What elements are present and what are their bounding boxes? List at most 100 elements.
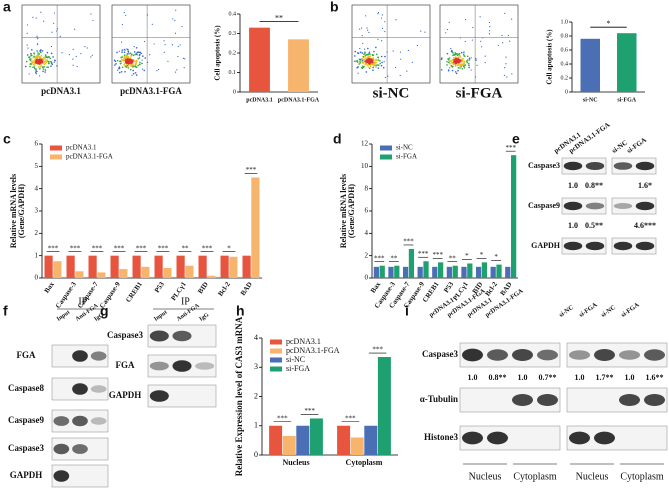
flow-dot xyxy=(506,76,508,78)
flow-dot xyxy=(126,48,128,50)
flow-dot xyxy=(151,23,153,25)
flow-dot xyxy=(133,45,135,48)
blot-band xyxy=(594,431,615,445)
flow-dot xyxy=(365,15,367,17)
y-tick-label: 0.8 xyxy=(561,33,569,39)
flow-dot xyxy=(380,55,383,58)
row-label: Caspase3 xyxy=(107,330,144,340)
x-tick-label: Cytoplasm xyxy=(346,458,383,467)
flow-dot xyxy=(451,69,454,72)
blot-band xyxy=(72,444,88,454)
flow-dot xyxy=(354,60,356,63)
flow-dot xyxy=(39,66,42,68)
y-tick-label: 1 xyxy=(35,251,39,259)
flow-dot xyxy=(377,67,380,69)
flow-dot xyxy=(35,70,37,72)
y-tick-label: 0.3 xyxy=(229,31,237,37)
flow-dot xyxy=(507,34,509,37)
bar xyxy=(446,266,452,278)
y-tick-label: 4 xyxy=(365,229,369,237)
flow-dot xyxy=(35,72,38,75)
bar xyxy=(229,256,238,278)
flow-dot xyxy=(130,53,133,56)
flow-dot xyxy=(37,38,39,40)
flow-dot xyxy=(450,65,453,67)
legend-label: pcDNA3.1-FGA xyxy=(286,346,340,355)
flow-dot xyxy=(126,52,129,55)
flow-dot xyxy=(42,68,45,70)
flow-dot xyxy=(363,53,366,55)
flow-dot xyxy=(376,64,379,66)
significance: ** xyxy=(275,13,283,22)
flow-dot xyxy=(91,54,93,56)
column-label: IgG xyxy=(199,312,211,323)
flow-dot xyxy=(29,59,32,62)
flow-dot xyxy=(51,31,53,33)
blot-band xyxy=(613,241,633,251)
flow-dot xyxy=(373,64,375,67)
flow-dot xyxy=(128,57,131,59)
quantification: 1.0 xyxy=(518,373,528,382)
flow-dot xyxy=(453,54,455,56)
flow-dot xyxy=(119,62,122,65)
flow-dot xyxy=(407,49,409,52)
significance: *** xyxy=(505,144,516,152)
flow-dot xyxy=(454,57,457,60)
flow-dot xyxy=(124,62,126,65)
flow-dot xyxy=(467,62,470,65)
flow-dot xyxy=(115,62,117,65)
flow-dot xyxy=(367,66,370,68)
y-axis-label: Cell apoptosis (%) xyxy=(214,25,222,81)
flow-dot xyxy=(505,63,507,65)
flow-dot xyxy=(118,50,120,52)
panel-letter: a xyxy=(3,0,11,15)
column-label: Input xyxy=(56,310,71,323)
row-label: Caspase3 xyxy=(422,349,459,359)
blot-band xyxy=(635,241,655,251)
flow-dot xyxy=(369,55,372,57)
flow-dot xyxy=(453,60,455,63)
flow-dot xyxy=(128,59,131,62)
flow-dot xyxy=(456,60,459,63)
blot-band xyxy=(537,349,558,361)
flow-dot xyxy=(452,52,454,54)
flow-dot xyxy=(372,59,374,61)
flow-dot xyxy=(121,58,123,61)
flow-dot xyxy=(377,59,380,61)
flow-dot xyxy=(33,55,35,58)
flow-plot xyxy=(21,4,101,84)
row-label: Caspase9 xyxy=(8,415,45,425)
flow-dot xyxy=(135,74,138,76)
y-tick-label: 8 xyxy=(365,184,369,192)
flow-dot xyxy=(38,55,40,57)
y-tick-label: 2 xyxy=(35,229,39,237)
flow-dot xyxy=(377,13,379,15)
significance: ** xyxy=(449,254,457,262)
flow-dot xyxy=(141,62,143,65)
flow-dot xyxy=(127,67,130,69)
flow-dot xyxy=(118,67,120,70)
flow-dot xyxy=(488,30,491,32)
flow-dot xyxy=(361,52,364,54)
y-tick-label: 6 xyxy=(35,140,39,148)
flow-dot xyxy=(36,63,39,66)
y-tick-label: 10 xyxy=(361,162,369,170)
flow-dot xyxy=(177,45,179,48)
flow-dot xyxy=(375,53,378,56)
flow-dot xyxy=(30,52,32,55)
flow-dot xyxy=(123,51,126,54)
flow-dot xyxy=(122,58,125,61)
flow-dot xyxy=(35,71,37,73)
flow-dot xyxy=(24,65,27,68)
flow-dot xyxy=(39,68,41,70)
row-label: Caspase3 xyxy=(528,161,560,170)
flow-dot xyxy=(454,65,457,67)
flow-dot xyxy=(364,51,366,53)
bar xyxy=(251,177,260,278)
flow-dot xyxy=(52,22,55,24)
quantification: 1.0 xyxy=(568,181,578,190)
significance: *** xyxy=(432,251,443,259)
flow-dot xyxy=(116,51,118,54)
flow-dot xyxy=(34,57,37,60)
significance: *** xyxy=(114,244,125,252)
